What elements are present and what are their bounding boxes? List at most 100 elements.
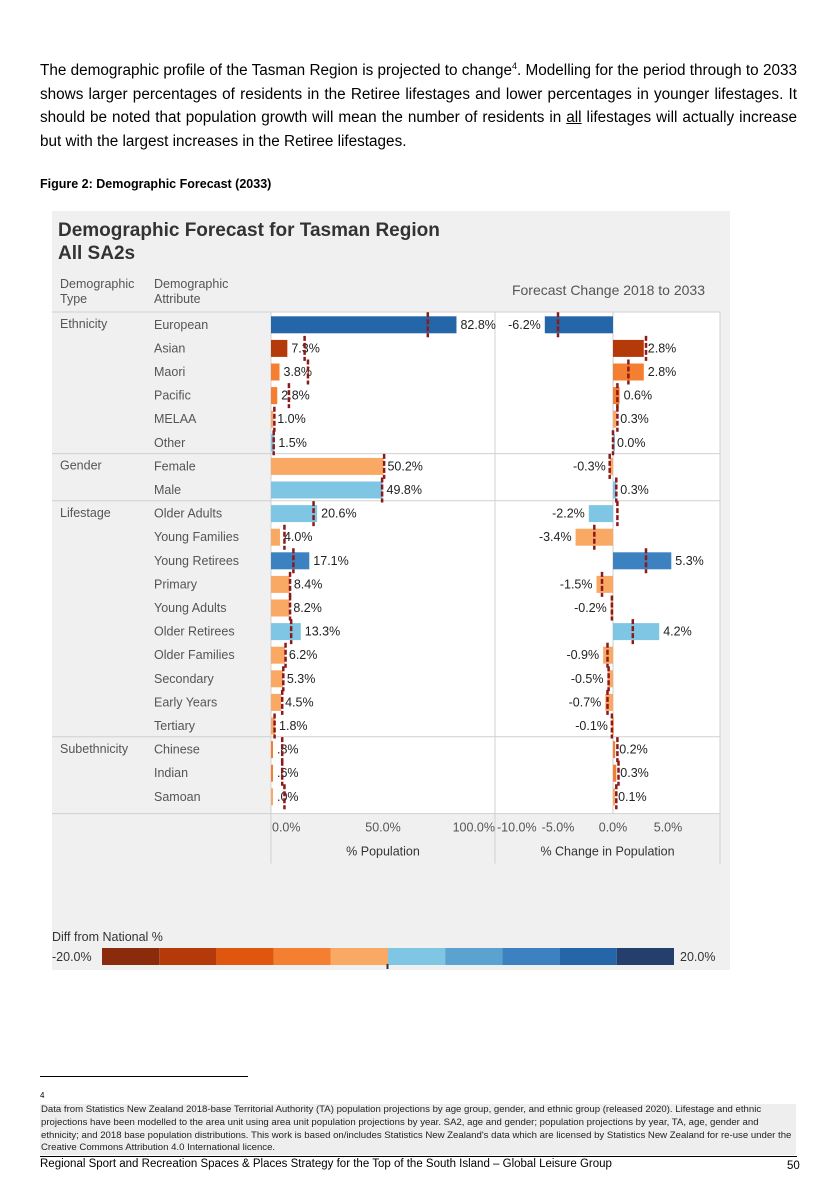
legend-min-label: -20.0% [52, 950, 92, 964]
change-value-label: 0.0% [617, 436, 646, 450]
column-headers: DemographicTypeDemographicAttributeForec… [60, 277, 705, 306]
population-value-label: 8.4% [294, 577, 323, 591]
population-value-label: 20.6% [321, 507, 356, 521]
change-bar [613, 552, 672, 570]
change-value-label: 0.2% [619, 743, 648, 757]
group-label: Gender [60, 459, 102, 473]
change-bar [613, 481, 617, 499]
chart-title: Demographic Forecast for Tasman Region [58, 220, 440, 241]
legend-color-swatch [216, 948, 274, 965]
intro-text-part1: The demographic profile of the Tasman Re… [40, 62, 512, 79]
population-value-label: .6% [277, 766, 299, 780]
population-value-label: 17.1% [313, 554, 348, 568]
population-bar [271, 623, 301, 641]
change-bar [613, 623, 660, 641]
change-bar [613, 363, 644, 381]
chart-canvas: Demographic Forecast for Tasman Region A… [52, 220, 721, 969]
page-number: 50 [787, 1160, 800, 1172]
header-attribute-line1: Demographic [154, 277, 228, 291]
row-attribute-label: Young Families [154, 530, 239, 544]
change-value-label: 4.2% [663, 625, 692, 639]
population-bar [271, 481, 383, 499]
legend-color-swatch [102, 948, 160, 965]
legend-color-swatch [445, 948, 503, 965]
change-bar [613, 434, 615, 452]
chart-subtitle: All SA2s [58, 243, 135, 264]
row-attribute-label: Young Adults [154, 601, 227, 615]
group-label: Subethnicity [60, 742, 129, 756]
population-bar [271, 387, 278, 405]
row-attribute-label: European [154, 318, 208, 332]
population-bar [271, 788, 273, 806]
population-bar [271, 363, 280, 381]
change-bar [603, 646, 613, 664]
legend-color-swatch [616, 948, 674, 965]
legend-max-label: 20.0% [680, 950, 715, 964]
group-label: Lifestage [60, 506, 111, 520]
population-value-label: 49.8% [387, 483, 422, 497]
row-attribute-label: Tertiary [154, 719, 196, 733]
legend-color-swatch [273, 948, 331, 965]
intro-text-part3: lifestages will actually increase but wi… [40, 109, 797, 150]
change-value-label: 0.6% [624, 389, 653, 403]
change-axis-tick: -5.0% [542, 821, 575, 835]
chart-grid [52, 311, 721, 864]
row-attribute-label: Pacific [154, 389, 191, 403]
population-value-label: .0% [277, 790, 299, 804]
population-bar [271, 646, 285, 664]
change-bar [613, 410, 617, 428]
population-value-label: 13.3% [305, 625, 340, 639]
change-bar [613, 741, 616, 759]
population-bar [271, 717, 276, 735]
row-attribute-label: Asian [154, 341, 185, 355]
population-bar [271, 339, 288, 357]
row-attribute-label: Young Retirees [154, 554, 239, 568]
legend-color-swatch [330, 948, 388, 965]
footnote-number: 4 [40, 1091, 45, 1100]
row-attribute-label: Other [154, 436, 185, 450]
footnote-reference: 4 [511, 60, 517, 71]
legend-color-swatch [502, 948, 560, 965]
change-bar [588, 505, 613, 523]
intro-text-part2: . Modelling for the period through to 20… [40, 62, 798, 126]
change-value-label: 2.8% [648, 365, 677, 379]
change-bar [607, 670, 613, 688]
population-bar [271, 457, 384, 475]
population-bar [271, 599, 290, 617]
header-forecast-change: Forecast Change 2018 to 2033 [512, 282, 705, 298]
change-value-label: -1.5% [560, 577, 593, 591]
change-value-label: -0.3% [573, 459, 606, 473]
color-legend: Diff from National % -20.0% 20.0% [52, 930, 715, 969]
change-axis-label: % Change in Population [540, 845, 674, 859]
legend-color-swatch [559, 948, 617, 965]
legend-color-swatch [388, 948, 446, 965]
population-value-label: 7.3% [291, 341, 320, 355]
change-axis-tick: 5.0% [654, 821, 683, 835]
population-bar [271, 410, 274, 428]
legend-color-swatch [159, 948, 217, 965]
footnote-text: Data from Statistics New Zealand 2018-ba… [40, 1104, 796, 1156]
change-value-label: -3.4% [539, 530, 572, 544]
population-bar [271, 741, 273, 759]
change-value-label: -2.2% [552, 507, 585, 521]
intro-underlined-word: all [566, 109, 582, 126]
legend-title: Diff from National % [52, 930, 163, 944]
population-axis-tick: 0.0% [272, 821, 301, 835]
change-bar [613, 788, 615, 806]
population-value-label: 1.5% [278, 436, 307, 450]
change-bar [610, 599, 613, 617]
change-bar [544, 316, 613, 334]
change-bar [611, 717, 614, 735]
population-bar [271, 434, 275, 452]
change-value-label: 2.8% [648, 341, 677, 355]
row-attribute-label: MELAA [154, 412, 197, 426]
population-value-label: 82.8% [460, 318, 495, 332]
population-value-label: 1.0% [277, 412, 306, 426]
chart-axes: 0.0% 50.0% 100.0% % Population -10.0% -5.0% 0.… [272, 821, 682, 859]
population-value-label: 50.2% [387, 459, 422, 473]
population-value-label: 4.0% [284, 530, 313, 544]
change-value-label: 5.3% [675, 554, 704, 568]
population-value-label: 2.8% [281, 389, 310, 403]
change-axis-tick: 0.0% [599, 821, 628, 835]
population-value-label: 1.8% [279, 719, 308, 733]
